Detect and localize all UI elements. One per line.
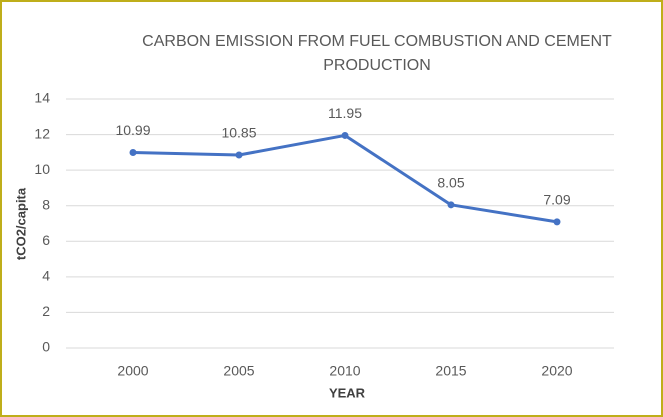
data-point [553,218,561,226]
y-tick-label: 2 [42,303,50,319]
data-line [132,133,558,224]
y-tick-label: 4 [42,268,50,284]
x-axis-label: YEAR [329,385,366,400]
data-point [235,151,243,159]
data-point [447,201,455,209]
x-tick-label: 2000 [117,363,148,379]
y-tick-label: 6 [42,232,50,248]
chart-title: CARBON EMISSION FROM FUEL COMBUSTION AND… [142,33,612,74]
y-tick-label: 12 [34,125,50,141]
data-label: 10.99 [115,122,150,138]
data-point [341,131,349,139]
x-tick-label: 2010 [329,363,360,379]
data-label: 8.05 [437,175,464,191]
data-label: 7.09 [543,192,570,208]
y-tick-label: 8 [42,196,50,212]
data-label: 11.95 [328,105,362,121]
y-axis-label: tCO2/capita [13,187,28,260]
x-tick-label: 2005 [223,363,254,379]
x-tick-label: 2015 [435,363,466,379]
data-point [129,149,137,157]
data-label: 10.85 [221,125,256,141]
y-tick-label: 14 [34,90,50,106]
y-tick-label: 10 [34,161,50,177]
y-tick-label: 0 [42,339,50,355]
x-tick-label: 2020 [541,363,572,379]
